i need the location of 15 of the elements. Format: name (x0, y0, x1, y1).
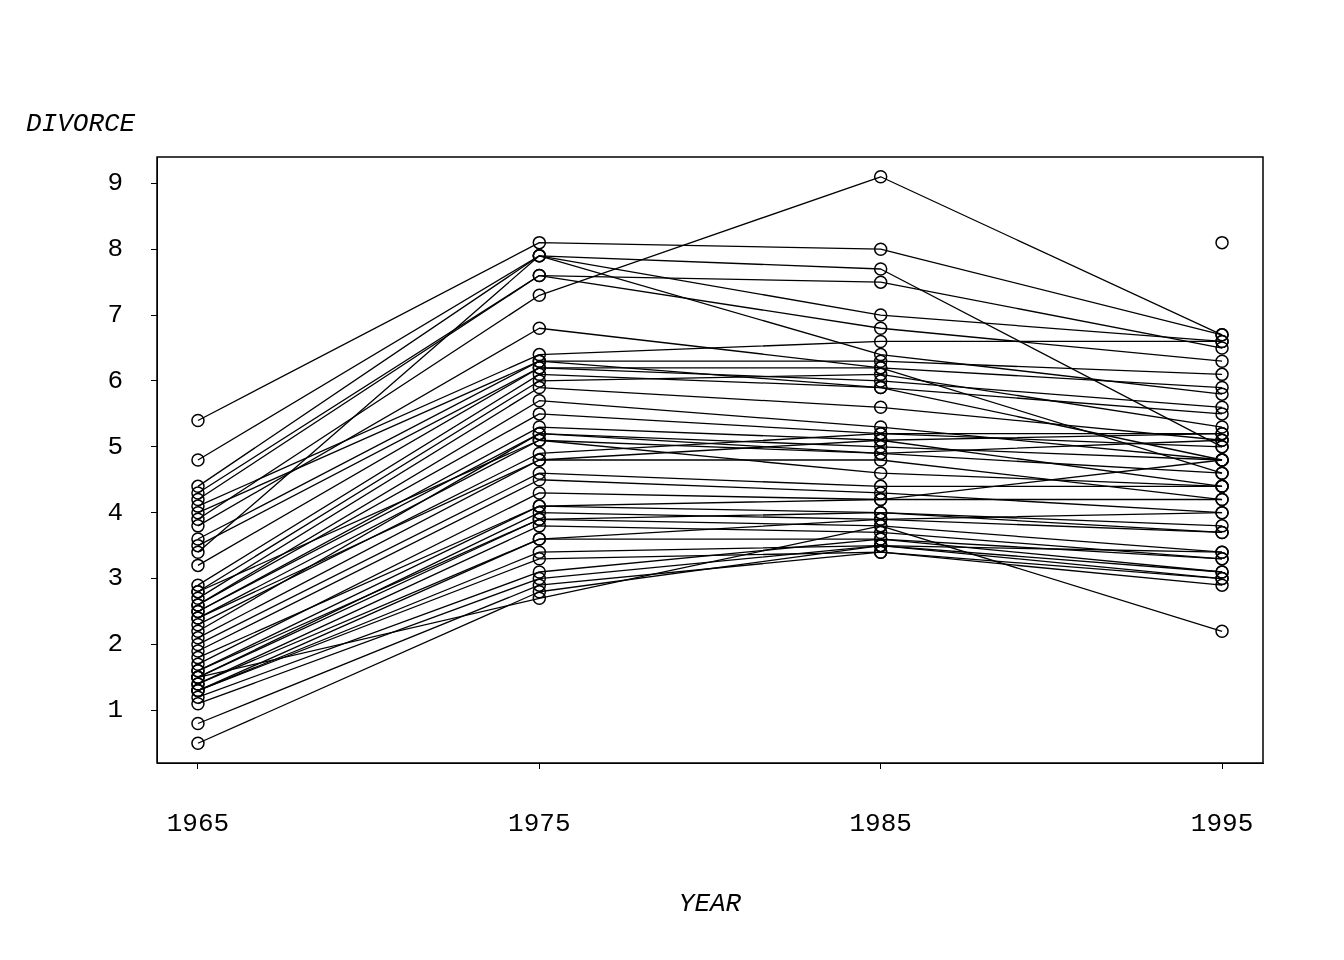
x-axis-title: YEAR (678, 889, 742, 919)
x-tick-label: 1975 (508, 809, 571, 840)
y-tick-label: 7 (107, 299, 123, 330)
x-tick-label: 1995 (1190, 809, 1254, 840)
y-tick-label: 4 (107, 497, 123, 528)
y-tick-label: 5 (107, 431, 123, 462)
y-tick-label: 9 (107, 168, 123, 199)
y-tick-label: 8 (107, 234, 123, 265)
x-tick-label: 1965 (166, 809, 230, 840)
y-tick-label: 1 (107, 695, 123, 726)
y-tick-label: 2 (107, 629, 123, 660)
y-tick-label: 3 (107, 563, 123, 594)
y-axis-title: DIVORCE (26, 109, 136, 139)
y-tick-label: 6 (107, 365, 123, 396)
x-tick-label: 1985 (849, 809, 912, 840)
